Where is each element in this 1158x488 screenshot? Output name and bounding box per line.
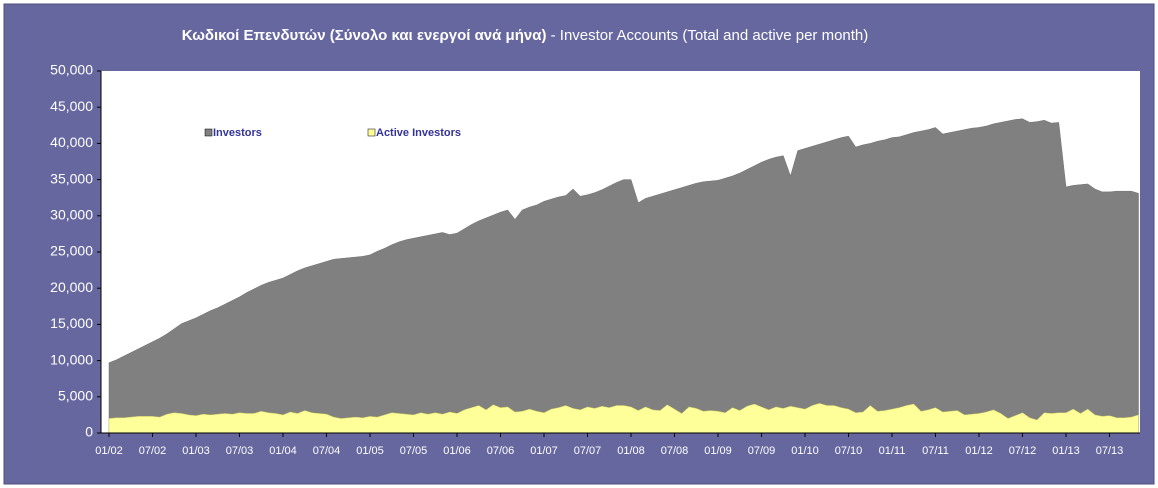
- area-series: [108, 403, 1139, 434]
- x-tick-label: 07/03: [226, 445, 254, 457]
- title-greek: Κωδικοί Επενδυτών (Σύνολο και ενεργοί αν…: [182, 27, 547, 44]
- y-tick-label: 50,000: [50, 62, 93, 78]
- x-tick-label: 01/10: [791, 445, 819, 457]
- title-english: - Investor Accounts (Total and active pe…: [551, 27, 869, 44]
- x-tick-label: 01/13: [1052, 445, 1080, 457]
- y-tick-label: 15,000: [50, 315, 93, 331]
- x-tick-label: 01/07: [530, 445, 558, 457]
- y-tick-label: 5,000: [58, 388, 93, 404]
- y-tick-label: 25,000: [50, 243, 93, 259]
- x-tick-label: 01/08: [617, 445, 645, 457]
- legend-label: Active Investors: [376, 127, 461, 139]
- x-tick-label: 01/02: [95, 445, 123, 457]
- y-tick-label: 45,000: [50, 98, 93, 114]
- x-tick-label: 07/09: [748, 445, 776, 457]
- x-tick-label: 07/07: [574, 445, 602, 457]
- x-tick-label: 01/05: [356, 445, 384, 457]
- x-tick-label: 07/11: [922, 445, 949, 457]
- legend-label: Investors: [213, 127, 262, 139]
- x-tick-label: 01/11: [879, 445, 906, 457]
- area-series: [108, 118, 1139, 434]
- legend-swatch: [367, 128, 376, 137]
- y-tick-label: 0: [85, 424, 93, 440]
- x-tick-label: 01/03: [182, 445, 210, 457]
- x-tick-label: 07/13: [1096, 445, 1124, 457]
- x-tick-label: 07/12: [1009, 445, 1037, 457]
- x-tick-label: 07/06: [487, 445, 515, 457]
- legend-swatch: [204, 128, 213, 137]
- y-tick-label: 40,000: [50, 134, 93, 150]
- y-tick-label: 35,000: [50, 170, 93, 186]
- x-tick-label: 01/06: [443, 445, 471, 457]
- y-tick-label: 30,000: [50, 207, 93, 223]
- x-tick-label: 07/08: [661, 445, 689, 457]
- x-tick-label: 07/02: [139, 445, 167, 457]
- x-tick-label: 01/04: [269, 445, 297, 457]
- x-tick-label: 07/04: [313, 445, 341, 457]
- plot: 0 5,000 10,000 15,000 20,000 25,000 30,000 35,0…: [50, 62, 1140, 457]
- x-tick-label: 07/05: [400, 445, 428, 457]
- y-tick-label: 10,000: [50, 351, 93, 367]
- chart-title: Κωδικοί Επενδυτών (Σύνολο και ενεργοί αν…: [182, 27, 869, 44]
- x-tick-label: 07/10: [835, 445, 863, 457]
- x-tick-label: 01/09: [704, 445, 732, 457]
- y-tick-label: 20,000: [50, 279, 93, 295]
- x-tick-label: 01/12: [965, 445, 993, 457]
